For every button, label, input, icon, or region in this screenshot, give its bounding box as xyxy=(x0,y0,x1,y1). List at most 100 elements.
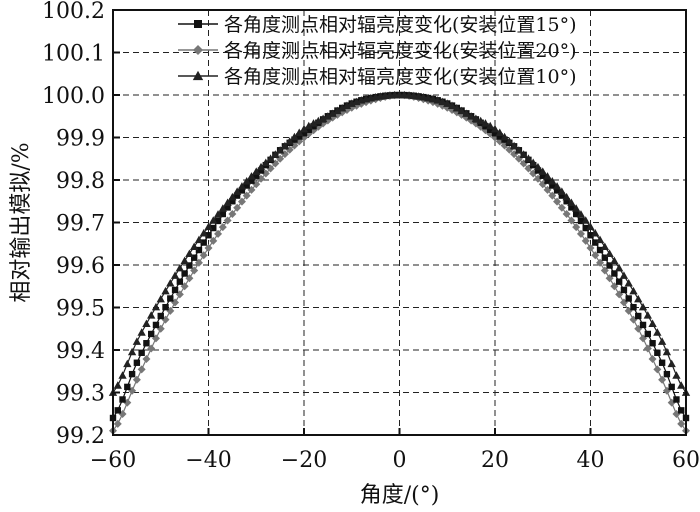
legend-label-2: 各角度测点相对辐亮度变化(安装位置20°) xyxy=(224,40,577,62)
data-point xyxy=(171,286,179,294)
data-point xyxy=(568,204,575,211)
data-point xyxy=(142,354,151,363)
data-point xyxy=(157,312,164,320)
data-point xyxy=(305,126,312,133)
x-tick-label: −60 xyxy=(90,448,136,473)
data-point xyxy=(204,244,213,252)
data-point xyxy=(113,381,122,389)
data-point xyxy=(205,232,212,239)
data-point xyxy=(476,116,485,125)
data-point xyxy=(118,371,127,379)
data-point xyxy=(161,286,170,295)
data-point xyxy=(586,244,595,252)
data-point xyxy=(223,216,232,225)
data-point xyxy=(143,340,150,347)
data-point xyxy=(323,112,333,120)
data-point xyxy=(572,204,581,212)
data-point xyxy=(600,242,609,250)
legend-marker-1 xyxy=(194,20,202,28)
data-point xyxy=(596,246,604,254)
data-point xyxy=(309,119,318,127)
data-point xyxy=(543,172,552,180)
data-point xyxy=(190,254,198,261)
legend-label-3: 各角度测点相对辐亮度变化(安装位置10°) xyxy=(224,66,577,88)
data-point xyxy=(185,249,194,257)
data-point xyxy=(677,419,686,428)
data-point xyxy=(558,192,566,199)
legend-entry-3: 各角度测点相对辐亮度变化(安装位置10°) xyxy=(178,66,577,88)
x-tick-label: −20 xyxy=(281,448,327,473)
data-point xyxy=(495,128,504,137)
y-axis-title: 相对输出模拟/% xyxy=(9,142,34,302)
data-point xyxy=(595,235,605,244)
data-point xyxy=(209,236,218,245)
data-point xyxy=(538,167,547,175)
data-point xyxy=(290,132,299,141)
y-tick-label: 99.7 xyxy=(56,212,105,237)
data-point xyxy=(443,99,452,107)
data-point xyxy=(514,146,524,154)
data-point xyxy=(605,249,614,257)
data-point xyxy=(271,150,280,158)
data-point xyxy=(132,375,141,384)
data-point xyxy=(447,101,457,109)
data-point xyxy=(238,187,246,194)
data-point xyxy=(586,222,595,231)
data-point xyxy=(490,124,500,133)
data-point xyxy=(591,251,600,260)
legend-label-1: 各角度测点相对辐亮度变化(安装位置15°) xyxy=(224,14,577,36)
data-point xyxy=(457,106,466,115)
y-tick-label: 99.3 xyxy=(56,382,105,407)
data-point xyxy=(137,365,146,374)
data-point xyxy=(252,167,261,175)
data-point xyxy=(204,222,213,231)
data-point xyxy=(119,396,126,403)
data-point xyxy=(644,330,651,338)
data-point xyxy=(127,347,137,356)
data-point xyxy=(199,251,208,260)
data-point xyxy=(138,349,145,356)
data-point xyxy=(658,359,666,366)
x-axis-ticks: −60 −40 −20 0 20 40 60 xyxy=(90,428,700,473)
data-point xyxy=(611,270,618,277)
x-axis-title: 角度/(°) xyxy=(360,483,440,508)
y-tick-label: 100.0 xyxy=(42,84,105,109)
data-point xyxy=(643,344,652,353)
data-point xyxy=(223,198,232,206)
data-point xyxy=(176,278,184,285)
data-point xyxy=(653,328,662,336)
data-point xyxy=(214,217,222,225)
data-point xyxy=(672,371,681,379)
data-point xyxy=(576,210,586,218)
data-point xyxy=(190,242,199,250)
data-point xyxy=(557,203,566,212)
series-3 xyxy=(108,90,691,396)
data-point xyxy=(200,239,207,246)
data-point xyxy=(509,141,519,150)
data-point xyxy=(471,114,481,122)
data-point xyxy=(180,256,189,265)
data-point xyxy=(237,197,246,206)
data-point xyxy=(553,197,562,206)
data-point xyxy=(428,94,438,103)
data-point xyxy=(280,141,290,150)
data-point xyxy=(615,278,623,285)
data-point xyxy=(592,239,599,246)
y-tick-label: 99.6 xyxy=(56,254,105,279)
data-point xyxy=(219,210,227,218)
data-point xyxy=(275,146,285,154)
data-point xyxy=(256,162,266,171)
data-point xyxy=(414,92,423,100)
legend-marker-shape xyxy=(192,70,204,81)
data-point xyxy=(175,263,185,272)
data-point xyxy=(233,192,241,199)
data-point xyxy=(170,271,180,279)
data-point xyxy=(591,229,600,237)
data-point xyxy=(300,130,308,137)
data-point xyxy=(500,132,509,141)
data-point xyxy=(148,330,155,338)
data-point xyxy=(113,419,122,428)
data-point xyxy=(635,312,642,320)
data-point xyxy=(524,154,533,162)
